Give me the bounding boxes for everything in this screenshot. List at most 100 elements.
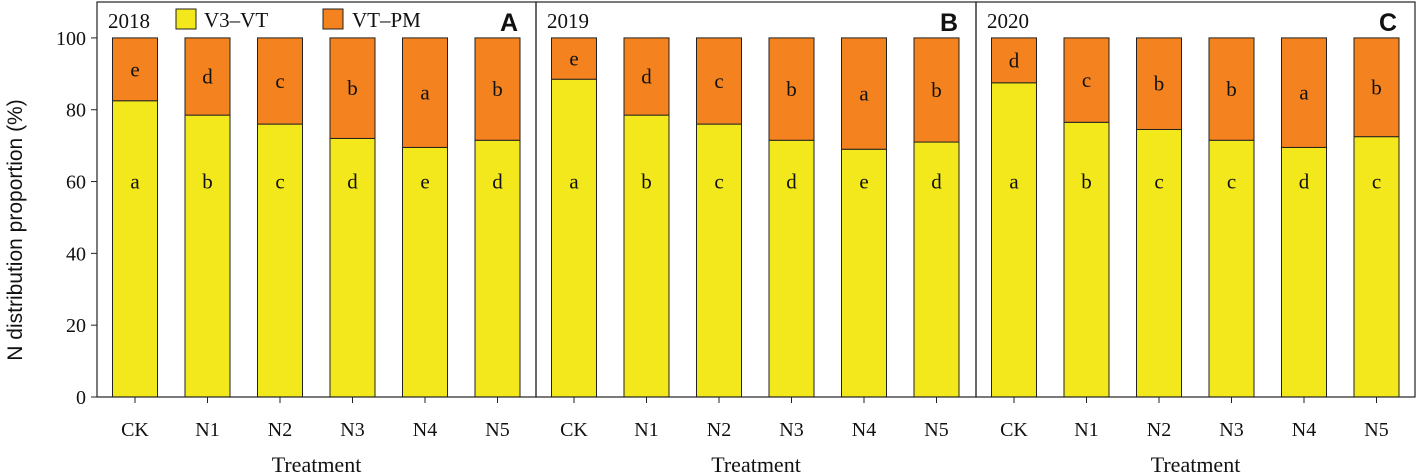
panel-a: a e CK b d N1 c c N2 d b N3 e a N4 d b N5 2018 A Treatment: [96, 1, 537, 476]
significance-letter: b: [1081, 170, 1092, 194]
significance-letter: b: [1226, 77, 1237, 101]
x-tick-label: N1: [1074, 419, 1098, 441]
x-axis-label: Treatment: [272, 452, 362, 476]
significance-letter: e: [420, 170, 429, 194]
significance-letter: b: [347, 76, 358, 100]
x-axis-label: Treatment: [711, 452, 801, 476]
bar-v3vt-ck: [112, 100, 158, 398]
bar-vtpm-n1: [623, 37, 670, 116]
significance-letter: c: [1082, 68, 1091, 92]
bar-vtpm-n3: [768, 37, 815, 141]
bar-v3vt-n1: [184, 114, 231, 398]
legend-swatch-vtpm: [322, 8, 344, 30]
bar-vtpm-ck: [991, 37, 1037, 84]
significance-letter: a: [130, 170, 140, 194]
legend-swatch-v3vt: [175, 8, 197, 30]
bar-vtpm-n4: [402, 37, 448, 148]
significance-letter: c: [714, 69, 723, 93]
significance-letter: b: [202, 170, 213, 194]
x-tick-label: N4: [413, 419, 437, 441]
bar-vtpm-n4: [1281, 37, 1327, 148]
significance-letter: a: [569, 170, 579, 194]
panel-c: a d CK b c N1 c b N2 c b N3 d a N4 c b N5 2020 C Treatment: [975, 1, 1416, 476]
significance-letter: c: [1372, 170, 1381, 194]
bar-vtpm-n5: [913, 37, 960, 143]
bar-v3vt-ck: [551, 78, 597, 398]
x-tick-label: N3: [779, 419, 803, 441]
y-tick-label: 100: [56, 28, 86, 50]
bar-v3vt-ck: [991, 82, 1037, 398]
bar-vtpm-n3: [1208, 37, 1255, 141]
y-tick-label: 0: [76, 387, 86, 409]
significance-letter: e: [859, 170, 868, 194]
legend-label-vtpm: VT–PM: [352, 8, 421, 32]
x-tick-label: N1: [634, 419, 658, 441]
x-tick-label: N3: [1219, 419, 1243, 441]
significance-letter: c: [714, 170, 723, 194]
x-tick-label: CK: [121, 419, 149, 441]
x-tick-label: N4: [1292, 419, 1316, 441]
significance-letter: d: [931, 170, 942, 194]
x-tick-label: N5: [924, 419, 948, 441]
significance-letter: c: [1227, 170, 1236, 194]
bar-vtpm-n2: [1136, 37, 1182, 130]
panel-year: 2020: [987, 9, 1029, 33]
bar-v3vt-n1: [1063, 121, 1110, 398]
bar-vtpm-n2: [257, 37, 303, 125]
x-tick-label: N5: [485, 419, 509, 441]
significance-letter: b: [492, 77, 503, 101]
significance-letter: a: [1299, 81, 1309, 105]
significance-letter: b: [1371, 75, 1382, 99]
significance-letter: e: [569, 47, 578, 71]
y-tick-label: 60: [66, 172, 86, 194]
significance-letter: c: [275, 69, 284, 93]
significance-letter: d: [641, 65, 652, 89]
bar-vtpm-n2: [696, 37, 742, 125]
bar-v3vt-n1: [623, 114, 670, 398]
bar-v3vt-n4: [1281, 146, 1327, 398]
y-tick-label: 40: [66, 243, 86, 265]
significance-letter: d: [1009, 48, 1020, 72]
x-tick-label: CK: [560, 419, 588, 441]
panel-year: 2018: [108, 9, 150, 33]
significance-letter: a: [1009, 170, 1019, 194]
x-tick-label: N2: [707, 419, 731, 441]
bar-vtpm-n5: [1353, 37, 1400, 138]
y-axis-label: N distribution proportion (%): [4, 99, 27, 360]
panel-letter: B: [940, 9, 958, 37]
y-tick-label: 80: [66, 100, 86, 122]
panel-b: a e CK b d N1 c c N2 d b N3 e a N4 d b N5 2019 B Treatment: [535, 1, 977, 476]
x-tick-label: N3: [340, 419, 364, 441]
significance-letter: c: [275, 170, 284, 194]
bar-vtpm-ck: [551, 37, 597, 80]
significance-letter: d: [1299, 170, 1310, 194]
bar-vtpm-n1: [1063, 37, 1110, 123]
y-tick-label: 20: [66, 315, 86, 337]
x-tick-label: N5: [1364, 419, 1388, 441]
significance-letter: c: [1154, 170, 1163, 194]
significance-letter: a: [420, 81, 430, 105]
significance-letter: b: [786, 77, 797, 101]
significance-letter: d: [492, 170, 503, 194]
significance-letter: d: [347, 170, 358, 194]
bar-v3vt-n4: [402, 146, 448, 398]
panel-letter: A: [500, 9, 518, 37]
bar-v3vt-n2: [696, 123, 742, 398]
bar-vtpm-n3: [329, 37, 376, 139]
bar-v3vt-n5: [474, 139, 521, 398]
significance-letter: e: [130, 57, 139, 81]
bar-v3vt-n3: [768, 139, 815, 398]
x-tick-label: N1: [195, 419, 219, 441]
x-tick-label: N2: [1147, 419, 1171, 441]
panel-frame: [535, 1, 977, 398]
x-tick-label: N2: [268, 419, 292, 441]
significance-letter: b: [931, 78, 942, 102]
bar-vtpm-n1: [184, 37, 231, 116]
significance-letter: a: [859, 82, 869, 106]
x-tick-label: CK: [1000, 419, 1028, 441]
bar-vtpm-ck: [112, 37, 158, 102]
panel-year: 2019: [547, 9, 589, 33]
significance-letter: d: [786, 170, 797, 194]
legend-label-v3vt: V3–VT: [204, 8, 268, 32]
bar-v3vt-n2: [257, 123, 303, 398]
